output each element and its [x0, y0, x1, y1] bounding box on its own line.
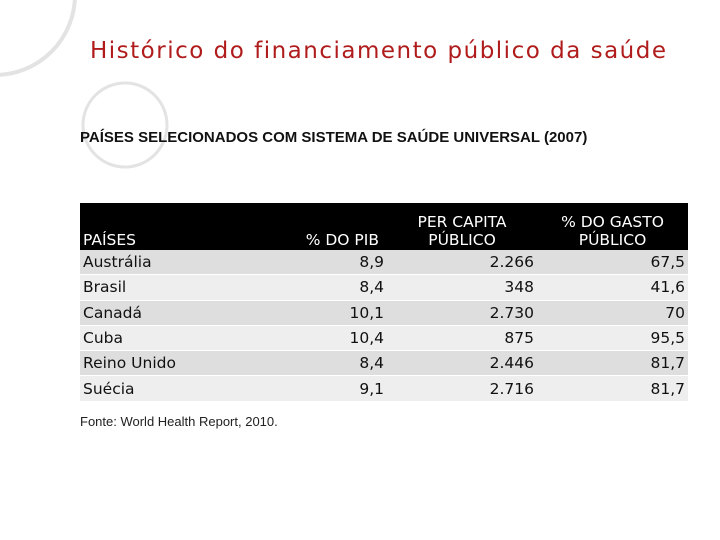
- header-gasto-line1: % DO GASTO: [561, 213, 664, 231]
- cell-gasto: 81,7: [537, 350, 688, 377]
- cell-country: Brasil: [80, 274, 232, 301]
- cell-pib: 9,1: [232, 375, 387, 402]
- header-per-capita-line2: PÚBLICO: [428, 231, 496, 249]
- cell-per-capita: 2.446: [387, 350, 537, 377]
- cell-country: Austrália: [80, 250, 232, 276]
- header-per-capita-line1: PER CAPITA: [417, 213, 507, 231]
- decorative-circles: [0, 0, 169, 169]
- cell-gasto: 70: [537, 300, 688, 326]
- cell-gasto: 81,7: [537, 375, 688, 402]
- header-pib: % DO PIB: [232, 203, 387, 250]
- health-financing-table: PAÍSES % DO PIB PER CAPITA PÚBLICO % DO …: [80, 203, 688, 402]
- source-note: Fonte: World Health Report, 2010.: [80, 414, 278, 429]
- cell-pib: 10,1: [232, 300, 387, 326]
- cell-per-capita: 2.716: [387, 375, 537, 402]
- cell-country: Canadá: [80, 300, 232, 326]
- cell-gasto: 95,5: [537, 325, 688, 352]
- header-gasto-line2: PÚBLICO: [578, 231, 647, 249]
- cell-per-capita: 348: [387, 274, 537, 301]
- cell-pib: 10,4: [232, 325, 387, 352]
- table-row: Austrália 8,9 2.266 67,5: [80, 250, 688, 276]
- decorative-circle-large: [0, 0, 77, 77]
- cell-gasto: 67,5: [537, 250, 688, 276]
- header-paises: PAÍSES: [80, 203, 232, 250]
- table-subtitle: PAÍSES SELECIONADOS COM SISTEMA DE SAÚDE…: [80, 129, 588, 146]
- header-per-capita: PER CAPITA PÚBLICO: [387, 203, 537, 250]
- header-gasto: % DO GASTO PÚBLICO: [537, 203, 688, 250]
- cell-pib: 8,4: [232, 350, 387, 377]
- cell-pib: 8,9: [232, 250, 387, 276]
- cell-per-capita: 875: [387, 325, 537, 352]
- table-row: Cuba 10,4 875 95,5: [80, 325, 688, 352]
- cell-pib: 8,4: [232, 274, 387, 301]
- table-row: Canadá 10,1 2.730 70: [80, 300, 688, 326]
- table-row: Reino Unido 8,4 2.446 81,7: [80, 350, 688, 377]
- cell-country: Reino Unido: [80, 350, 232, 377]
- cell-country: Cuba: [80, 325, 232, 352]
- slide-title: Histórico do financiamento público da sa…: [90, 38, 668, 64]
- cell-per-capita: 2.730: [387, 300, 537, 326]
- cell-gasto: 41,6: [537, 274, 688, 301]
- table-header-row: PAÍSES % DO PIB PER CAPITA PÚBLICO % DO …: [80, 203, 688, 250]
- decorative-circle-small: [81, 81, 169, 169]
- cell-country: Suécia: [80, 375, 232, 402]
- cell-per-capita: 2.266: [387, 250, 537, 276]
- table-row: Brasil 8,4 348 41,6: [80, 274, 688, 301]
- table-row: Suécia 9,1 2.716 81,7: [80, 375, 688, 402]
